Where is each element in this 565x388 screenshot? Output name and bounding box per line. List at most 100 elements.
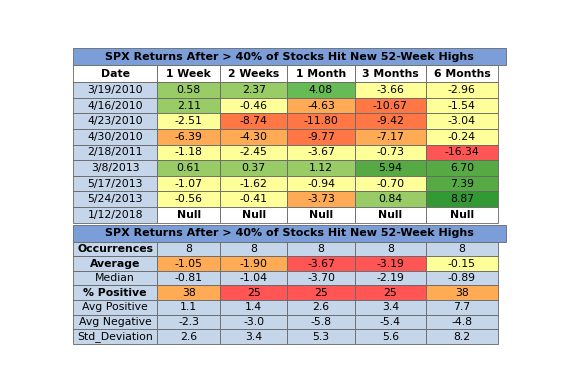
Text: 5/24/2013: 5/24/2013 — [88, 194, 143, 204]
Text: Avg Negative: Avg Negative — [79, 317, 151, 327]
Bar — [288, 286, 355, 300]
Bar — [157, 300, 220, 315]
Text: 4/16/2010: 4/16/2010 — [87, 100, 143, 111]
Bar — [157, 329, 220, 344]
Bar — [288, 300, 355, 315]
Bar — [73, 82, 157, 98]
Text: 2.37: 2.37 — [242, 85, 266, 95]
Bar — [73, 256, 157, 271]
Text: 1.1: 1.1 — [180, 302, 197, 312]
Bar — [288, 129, 355, 145]
Bar — [426, 329, 498, 344]
Bar — [73, 113, 157, 129]
Text: -0.73: -0.73 — [376, 147, 405, 158]
Text: -0.46: -0.46 — [240, 100, 268, 111]
Bar — [157, 176, 220, 191]
Text: 8.2: 8.2 — [453, 331, 471, 341]
Bar — [355, 300, 426, 315]
Bar — [426, 242, 498, 256]
Bar — [220, 315, 288, 329]
Bar — [426, 176, 498, 191]
Text: 2.6: 2.6 — [312, 302, 329, 312]
Bar — [288, 207, 355, 223]
Bar — [426, 129, 498, 145]
Bar — [220, 82, 288, 98]
Bar — [426, 145, 498, 160]
Text: -0.89: -0.89 — [448, 273, 476, 283]
Bar — [73, 286, 157, 300]
Bar — [73, 207, 157, 223]
Text: Null: Null — [309, 210, 333, 220]
Bar — [355, 256, 426, 271]
Text: -4.30: -4.30 — [240, 132, 268, 142]
Bar — [73, 48, 506, 65]
Bar — [426, 271, 498, 286]
Bar — [288, 65, 355, 82]
Text: 7.39: 7.39 — [450, 178, 474, 189]
Bar — [426, 113, 498, 129]
Text: -2.45: -2.45 — [240, 147, 268, 158]
Text: 3.4: 3.4 — [382, 302, 399, 312]
Text: -0.41: -0.41 — [240, 194, 268, 204]
Text: -3.67: -3.67 — [307, 147, 335, 158]
Bar — [157, 207, 220, 223]
Text: SPX Returns After > 40% of Stocks Hit New 52-Week Highs: SPX Returns After > 40% of Stocks Hit Ne… — [105, 52, 474, 62]
Text: 8: 8 — [185, 244, 192, 254]
Text: Null: Null — [177, 210, 201, 220]
Bar — [288, 329, 355, 344]
Text: -1.07: -1.07 — [175, 178, 203, 189]
Bar — [220, 242, 288, 256]
Text: 8: 8 — [458, 244, 466, 254]
Bar — [355, 129, 426, 145]
Text: -3.66: -3.66 — [376, 85, 405, 95]
Text: -1.90: -1.90 — [240, 258, 268, 268]
Bar — [73, 315, 157, 329]
Text: -2.3: -2.3 — [179, 317, 199, 327]
Text: SPX Returns After > 40% of Stocks Hit New 52-Week Highs: SPX Returns After > 40% of Stocks Hit Ne… — [105, 228, 474, 238]
Text: -5.4: -5.4 — [380, 317, 401, 327]
Bar — [220, 98, 288, 113]
Bar — [426, 286, 498, 300]
Text: -3.70: -3.70 — [307, 273, 335, 283]
Text: -8.74: -8.74 — [240, 116, 268, 126]
Text: -11.80: -11.80 — [303, 116, 338, 126]
Text: % Positive: % Positive — [83, 288, 147, 298]
Text: -16.34: -16.34 — [445, 147, 479, 158]
Bar — [73, 271, 157, 286]
Bar — [426, 191, 498, 207]
Text: 5.6: 5.6 — [382, 331, 399, 341]
Text: 8.87: 8.87 — [450, 194, 474, 204]
Text: -3.67: -3.67 — [307, 258, 335, 268]
Bar — [426, 98, 498, 113]
Bar — [426, 207, 498, 223]
Text: -2.51: -2.51 — [175, 116, 203, 126]
Bar — [157, 113, 220, 129]
Bar — [157, 65, 220, 82]
Text: 5.3: 5.3 — [312, 331, 329, 341]
Bar — [355, 207, 426, 223]
Text: -0.24: -0.24 — [448, 132, 476, 142]
Text: -0.81: -0.81 — [175, 273, 203, 283]
Bar — [355, 315, 426, 329]
Text: -7.17: -7.17 — [376, 132, 405, 142]
Bar — [426, 160, 498, 176]
Bar — [355, 191, 426, 207]
Text: 2.6: 2.6 — [180, 331, 197, 341]
Text: Median: Median — [95, 273, 135, 283]
Bar — [220, 160, 288, 176]
Text: 5/17/2013: 5/17/2013 — [88, 178, 143, 189]
Bar — [220, 329, 288, 344]
Text: Occurrences: Occurrences — [77, 244, 153, 254]
Text: -2.96: -2.96 — [448, 85, 476, 95]
Text: 25: 25 — [247, 288, 260, 298]
Bar — [355, 160, 426, 176]
Bar — [157, 129, 220, 145]
Bar — [355, 98, 426, 113]
Text: -9.42: -9.42 — [376, 116, 405, 126]
Text: -0.56: -0.56 — [175, 194, 203, 204]
Text: Null: Null — [450, 210, 474, 220]
Bar — [73, 329, 157, 344]
Bar — [355, 113, 426, 129]
Bar — [73, 191, 157, 207]
Text: -9.77: -9.77 — [307, 132, 335, 142]
